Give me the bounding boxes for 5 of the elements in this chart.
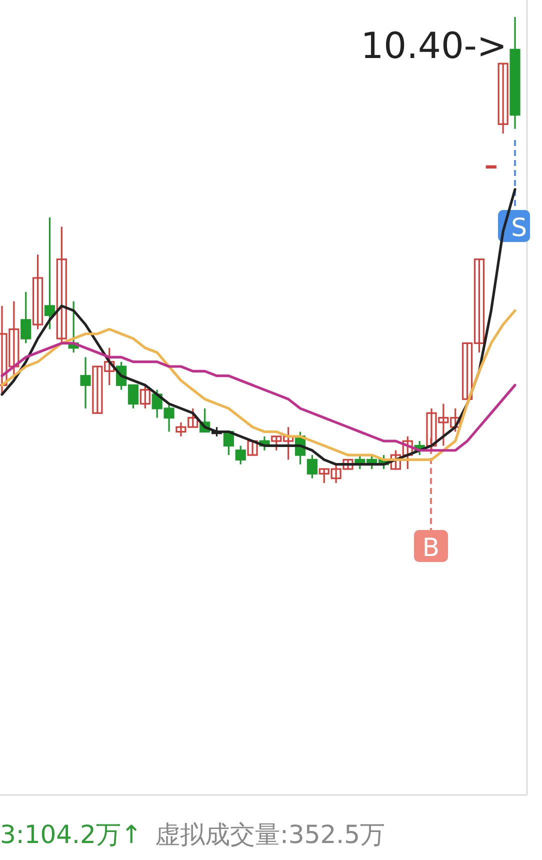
text: B xyxy=(422,533,440,562)
text: 3:104.2万↑ xyxy=(0,820,142,849)
annotation: S xyxy=(511,213,527,242)
text: 虚拟成交量:352.5万 xyxy=(155,820,385,849)
annotation: 10.40-> xyxy=(360,26,507,67)
